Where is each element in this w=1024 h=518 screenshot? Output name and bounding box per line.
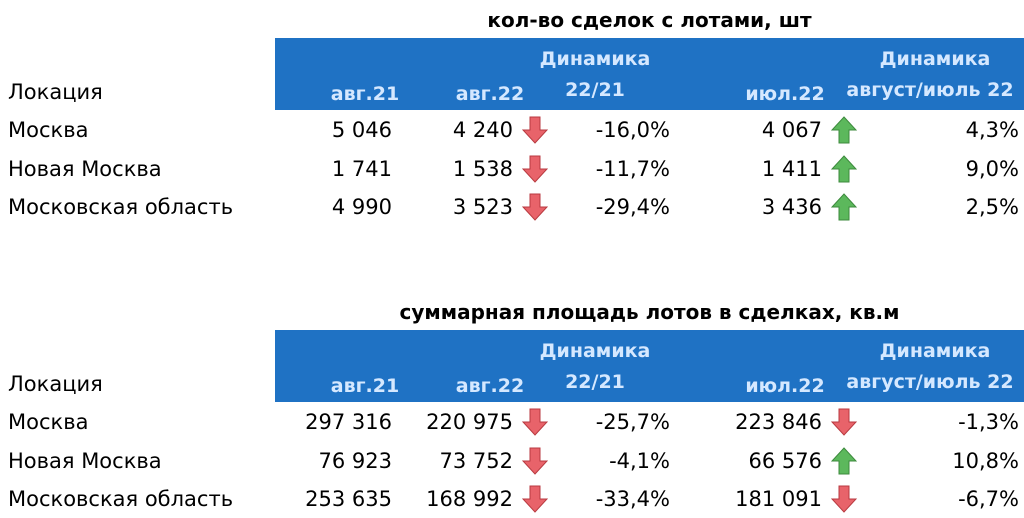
cell-dynamics-mom: 4,3% bbox=[965, 118, 1019, 142]
cell-dynamics-mom: -6,7% bbox=[958, 487, 1019, 511]
arrow-down-icon bbox=[831, 408, 857, 436]
table-row: Новая Москва 1 741 1 538 -11,7% 1 411 9,0% bbox=[0, 150, 1024, 188]
cell-aug21: 1 741 bbox=[331, 156, 392, 181]
table-header: авг.21 авг.22 Динамика 22/21 июл.22 Дина… bbox=[275, 38, 1024, 110]
header-dynamics-yoy-line1: Динамика bbox=[539, 48, 651, 70]
cell-location: Новая Москва bbox=[8, 448, 162, 473]
cell-dynamics-yoy: -11,7% bbox=[595, 156, 670, 181]
table-title: кол-во сделок с лотами, шт bbox=[487, 8, 812, 32]
arrow-up-icon bbox=[831, 446, 857, 475]
cell-jul22: 223 846 bbox=[735, 410, 822, 434]
cell-location: Московская область bbox=[8, 487, 234, 511]
arrow-down-icon bbox=[522, 193, 548, 221]
arrow-up-icon bbox=[831, 154, 857, 183]
cell-aug22: 73 752 bbox=[439, 448, 513, 473]
cell-aug21: 4 990 bbox=[331, 195, 392, 219]
header-jul22: июл.22 bbox=[745, 375, 825, 397]
table-row: Москва 297 316 220 975 -25,7% 223 846 -1,3% bbox=[0, 403, 1024, 441]
header-dynamics-yoy-line2: 22/21 bbox=[565, 371, 625, 393]
table-row: Московская область 253 635 168 992 -33,4% 18… bbox=[0, 480, 1024, 518]
cell-dynamics-yoy: -33,4% bbox=[595, 487, 670, 511]
cell-location: Новая Москва bbox=[8, 156, 162, 181]
cell-dynamics-mom: 9,0% bbox=[965, 156, 1019, 181]
cell-jul22: 4 067 bbox=[761, 118, 822, 142]
cell-aug21: 297 316 bbox=[305, 410, 392, 434]
arrow-down-icon bbox=[522, 155, 548, 183]
table-row: Москва 5 046 4 240 -16,0% 4 067 4,3% bbox=[0, 111, 1024, 149]
cell-aug21: 5 046 bbox=[331, 118, 392, 142]
cell-dynamics-mom: -1,3% bbox=[958, 410, 1019, 434]
cell-aug22: 1 538 bbox=[452, 156, 513, 181]
arrow-down-icon bbox=[522, 408, 548, 436]
cell-aug22: 4 240 bbox=[452, 118, 513, 142]
header-dynamics-mom-line1: Динамика bbox=[879, 340, 991, 362]
cell-dynamics-mom: 10,8% bbox=[952, 448, 1019, 473]
arrow-down-icon bbox=[522, 447, 548, 475]
header-location: Локация bbox=[8, 80, 103, 104]
header-dynamics-mom-line2: август/июль 22 bbox=[846, 79, 1014, 101]
arrow-down-icon bbox=[831, 485, 857, 513]
cell-jul22: 3 436 bbox=[761, 195, 822, 219]
cell-jul22: 181 091 bbox=[735, 487, 822, 511]
table-row: Новая Москва 76 923 73 752 -4,1% 66 576 10,8% bbox=[0, 442, 1024, 480]
header-dynamics-mom-line1: Динамика bbox=[879, 48, 991, 70]
arrow-down-icon bbox=[522, 116, 548, 144]
cell-aug22: 3 523 bbox=[452, 195, 513, 219]
cell-dynamics-yoy: -25,7% bbox=[595, 410, 670, 434]
cell-aug22: 168 992 bbox=[426, 487, 513, 511]
arrow-up-icon bbox=[831, 193, 857, 221]
arrow-down-icon bbox=[522, 485, 548, 513]
cell-location: Москва bbox=[8, 118, 89, 142]
cell-location: Москва bbox=[8, 410, 89, 434]
cell-dynamics-yoy: -4,1% bbox=[609, 448, 670, 473]
cell-location: Московская область bbox=[8, 195, 234, 219]
table-header: авг.21 авг.22 Динамика 22/21 июл.22 Дина… bbox=[275, 330, 1024, 402]
header-aug21: авг.21 bbox=[330, 375, 400, 397]
cell-jul22: 66 576 bbox=[748, 448, 822, 473]
cell-dynamics-yoy: -29,4% bbox=[595, 195, 670, 219]
table-title: суммарная площадь лотов в сделках, кв.м bbox=[399, 300, 900, 324]
cell-dynamics-mom: 2,5% bbox=[965, 195, 1019, 219]
header-aug21: авг.21 bbox=[330, 83, 400, 105]
header-location: Локация bbox=[8, 372, 103, 396]
cell-dynamics-yoy: -16,0% bbox=[595, 118, 670, 142]
cell-aug22: 220 975 bbox=[426, 410, 513, 434]
cell-aug21: 76 923 bbox=[318, 448, 392, 473]
arrow-up-icon bbox=[831, 116, 857, 144]
cell-aug21: 253 635 bbox=[305, 487, 392, 511]
table-row: Московская область 4 990 3 523 -29,4% 3 436 2… bbox=[0, 188, 1024, 226]
header-dynamics-yoy-line1: Динамика bbox=[539, 340, 651, 362]
header-jul22: июл.22 bbox=[745, 83, 825, 105]
header-aug22: авг.22 bbox=[455, 375, 525, 397]
header-dynamics-yoy-line2: 22/21 bbox=[565, 79, 625, 101]
header-aug22: авг.22 bbox=[455, 83, 525, 105]
cell-jul22: 1 411 bbox=[761, 156, 822, 181]
header-dynamics-mom-line2: август/июль 22 bbox=[846, 371, 1014, 393]
